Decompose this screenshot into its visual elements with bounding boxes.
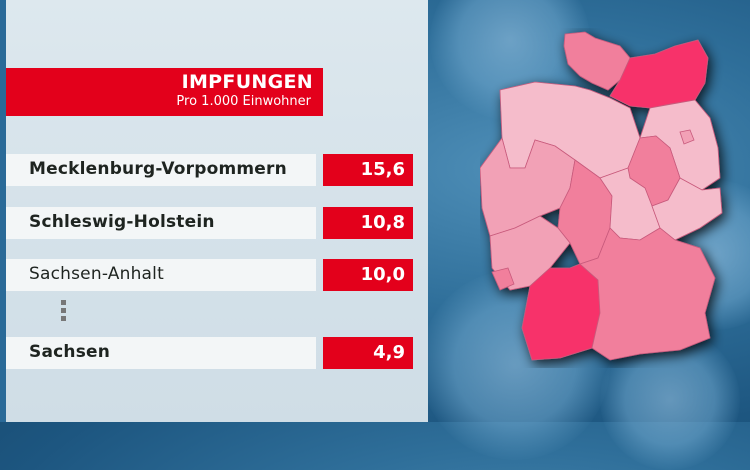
state-label-box: Sachsen (6, 337, 316, 369)
ranking-row: Sachsen-Anhalt 10,0 (6, 259, 416, 291)
state-value: 15,6 (360, 159, 405, 180)
left-edge-stripe (0, 0, 6, 422)
header-title: IMPFUNGEN (181, 71, 313, 93)
state-value: 10,0 (360, 264, 405, 285)
state-berlin (679, 129, 695, 145)
state-name: Sachsen-Anhalt (29, 264, 164, 284)
state-label-box: Schleswig-Holstein (6, 207, 316, 239)
germany-map (480, 31, 723, 361)
ranking-row: Mecklenburg-Vorpommern 15,6 (6, 154, 416, 186)
state-name: Mecklenburg-Vorpommern (29, 159, 287, 179)
state-saarland (491, 267, 515, 291)
value-box: 10,0 (323, 259, 413, 291)
header-subtitle: Pro 1.000 Einwohner (176, 94, 311, 109)
state-name: Sachsen (29, 342, 111, 362)
ranking-row-highlight: Sachsen 4,9 (6, 337, 416, 369)
panel-header: IMPFUNGEN Pro 1.000 Einwohner (6, 68, 323, 116)
ranking-row: Schleswig-Holstein 10,8 (6, 207, 416, 239)
state-label-box: Sachsen-Anhalt (6, 259, 316, 291)
state-mecklenburg-vorpommern (609, 39, 709, 109)
state-value: 4,9 (373, 342, 405, 363)
state-label-box: Mecklenburg-Vorpommern (6, 154, 316, 186)
state-value: 10,8 (360, 212, 405, 233)
value-box: 15,6 (323, 154, 413, 186)
vertical-dots-icon (61, 300, 66, 324)
state-bayern (579, 227, 716, 361)
state-name: Schleswig-Holstein (29, 212, 215, 232)
state-schleswig-holstein (563, 31, 631, 91)
value-box: 4,9 (323, 337, 413, 369)
value-box: 10,8 (323, 207, 413, 239)
